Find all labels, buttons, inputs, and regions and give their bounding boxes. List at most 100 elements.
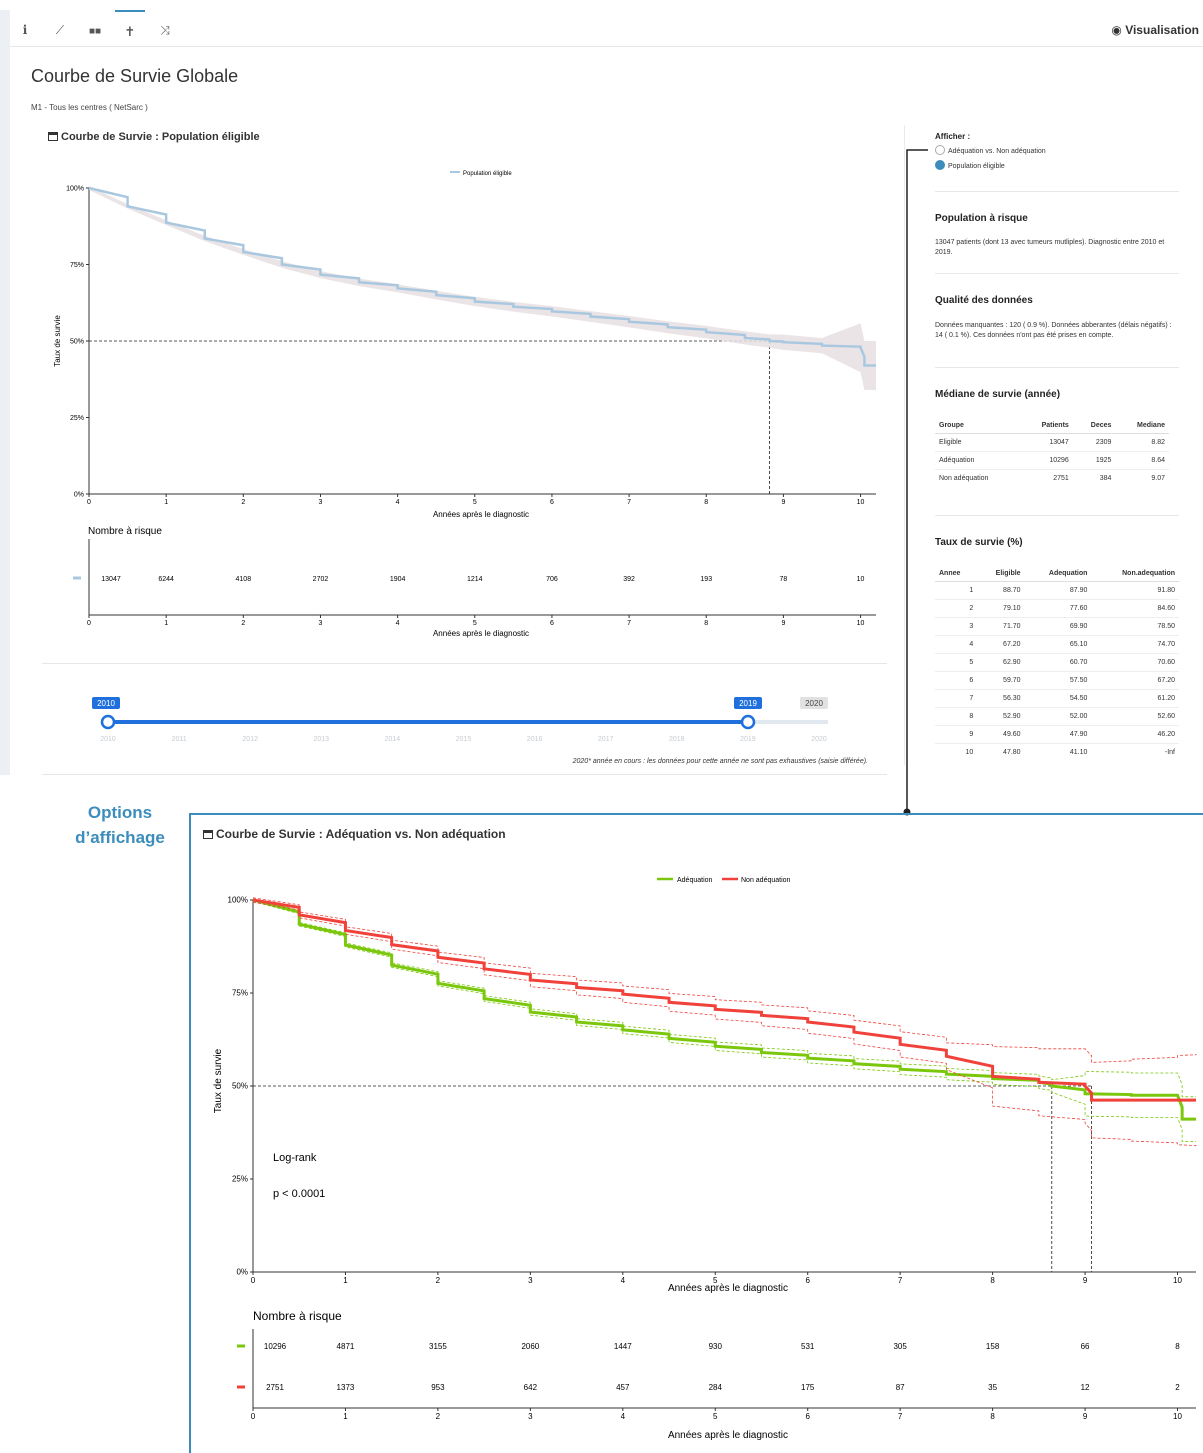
risk-x-tick-label: 9 bbox=[781, 620, 785, 627]
risk-x-tick-label: 10 bbox=[1173, 1412, 1182, 1421]
x-tick-label: 8 bbox=[704, 499, 708, 506]
risk-count: 953 bbox=[431, 1383, 445, 1392]
survival-curve-adequation bbox=[252, 898, 1196, 1121]
slider-extra-badge bbox=[800, 697, 828, 709]
table-cell: -Inf bbox=[1091, 743, 1179, 761]
risk-x-tick-label: 2 bbox=[241, 620, 245, 627]
confidence-line bbox=[252, 901, 1197, 1147]
risk-x-tick-label: 6 bbox=[550, 620, 554, 627]
plot2-xlabel: Années après le diagnostic bbox=[668, 1283, 788, 1294]
x-tick-label: 5 bbox=[473, 499, 477, 506]
table-cell: 54.50 bbox=[1024, 689, 1092, 708]
risk-count: 158 bbox=[986, 1342, 1000, 1351]
divider bbox=[935, 191, 1179, 192]
radio-eligible[interactable] bbox=[935, 160, 945, 170]
x-tick-label: 2 bbox=[241, 499, 245, 506]
table-cell: 67.20 bbox=[1091, 671, 1179, 690]
table-row: 1 88.70 87.90 91.80 bbox=[935, 581, 1179, 600]
eligible-survival-chart: Population éligible 0 1 2 3 4 5 6 7 8 9 100%25%50%… bbox=[53, 171, 876, 638]
slider-min-handle[interactable] bbox=[100, 714, 116, 730]
x-tick-label: 7 bbox=[898, 1276, 903, 1285]
slider-year-label: 2011 bbox=[172, 736, 187, 743]
risk-count: 13047 bbox=[101, 576, 121, 583]
risk-count: 1904 bbox=[390, 576, 406, 583]
slider-extra-label: 2020 bbox=[805, 699, 823, 708]
plot2-axes: 0 1 2 3 4 5 6 7 8 9 100%25%50%75%100% bbox=[228, 896, 1196, 1285]
y-tick-label: 75% bbox=[70, 262, 84, 269]
x-tick-label: 6 bbox=[550, 499, 554, 506]
plot2-risk-title: Nombre à risque bbox=[253, 1309, 342, 1323]
plot1-axes: 0 1 2 3 4 5 6 7 8 9 100%25%50%75%100% bbox=[66, 185, 876, 506]
risk-count: 4871 bbox=[337, 1342, 355, 1351]
risk-count: 2751 bbox=[266, 1383, 284, 1392]
table-cell: 56.30 bbox=[977, 689, 1025, 708]
table-row: 3 71.70 69.90 78.50 bbox=[935, 617, 1179, 636]
risk-x-tick-label: 2 bbox=[436, 1412, 441, 1421]
comparison-survival-chart: Adéquation Non adéquation 0 1 2 3 4 5 6 7 8 9 100%… bbox=[213, 877, 1197, 1441]
slider-max-label: 2019 bbox=[739, 699, 757, 708]
visualisation-menu[interactable]: ◉ Visualisation bbox=[1111, 10, 1199, 50]
year-range-slider[interactable]: 2010 2011 2012 2013 2014 2015 2016 2017 2018 2019… bbox=[42, 670, 887, 774]
risk-x-tick-label: 3 bbox=[319, 620, 323, 627]
slider-year-label: 2010 bbox=[100, 736, 116, 743]
slider-max-handle[interactable] bbox=[740, 714, 756, 730]
table-cell: 47.90 bbox=[1024, 725, 1092, 744]
table-row: 5 62.90 60.70 70.60 bbox=[935, 653, 1179, 672]
y-tick-label: 25% bbox=[70, 415, 84, 422]
plot2-marks bbox=[252, 897, 1197, 1272]
year-range-box: 2010 2011 2012 2013 2014 2015 2016 2017 2018 2019… bbox=[42, 670, 887, 775]
plot2-risk-xlabel: Années après le diagnostic bbox=[668, 1430, 788, 1441]
risk-count: 175 bbox=[801, 1383, 815, 1392]
risk-count: 12 bbox=[1081, 1383, 1090, 1392]
tab-info[interactable]: i bbox=[10, 10, 40, 46]
x-tick-label: 8 bbox=[990, 1276, 995, 1285]
x-tick-label: 5 bbox=[713, 1276, 718, 1285]
risk-count: 35 bbox=[988, 1383, 997, 1392]
tab-survival[interactable]: ✝ bbox=[115, 10, 145, 46]
risk-x-tick-label: 0 bbox=[251, 1412, 256, 1421]
table-cell: 9 bbox=[935, 725, 978, 744]
risk-x-tick-label: 0 bbox=[87, 620, 91, 627]
tab-population[interactable]: ■■ bbox=[80, 10, 110, 46]
risk-count: 706 bbox=[546, 576, 558, 583]
table-cell: 8 bbox=[935, 707, 978, 726]
calendar-icon bbox=[203, 830, 213, 839]
table-cell: 78.50 bbox=[1091, 617, 1179, 636]
table-cell: 62.90 bbox=[977, 653, 1025, 672]
shuffle-icon: ⤨ bbox=[160, 23, 170, 37]
plot1-risk-xlabel: Années après le diagnostic bbox=[433, 629, 529, 638]
table-cell: 88.70 bbox=[977, 581, 1025, 600]
plot1-xlabel: Années après le diagnostic bbox=[433, 510, 529, 519]
slider-year-label: 2012 bbox=[242, 736, 258, 743]
tab-shuffle[interactable]: ⤨ bbox=[150, 10, 180, 46]
table-cell: 9.07 bbox=[1115, 469, 1169, 487]
tab-chart[interactable]: ⟋ bbox=[45, 10, 75, 46]
top-nav-bar: i ⟋ ■■ ✝ ⤨ ◉ Visualisation bbox=[10, 10, 1203, 47]
legend-text-eligible: Population éligible bbox=[463, 171, 512, 177]
risk-count: 87 bbox=[896, 1383, 905, 1392]
risk-x-tick-label: 8 bbox=[704, 620, 708, 627]
table-row: Eligible 13047 2309 8.82 bbox=[935, 433, 1169, 452]
table-cell: 7 bbox=[935, 689, 978, 708]
plot2-ylabel: Taux de survie bbox=[213, 1048, 224, 1113]
risk-x-tick-label: 6 bbox=[805, 1412, 810, 1421]
calendar-icon bbox=[48, 132, 58, 141]
option-adequation[interactable]: Adéquation vs. Non adéquation bbox=[935, 145, 1046, 155]
risk-count: 1447 bbox=[614, 1342, 632, 1351]
table-row: 6 59.70 57.50 67.20 bbox=[935, 671, 1179, 690]
table-cell: 2 bbox=[935, 599, 978, 618]
line-chart-icon: ⟋ bbox=[55, 23, 65, 37]
x-tick-label: 2 bbox=[436, 1276, 441, 1285]
table-cell: 57.50 bbox=[1024, 671, 1092, 690]
table-cell: 79.10 bbox=[977, 599, 1025, 618]
table-cell: 67.20 bbox=[977, 635, 1025, 654]
y-tick-label: 25% bbox=[232, 1175, 248, 1184]
radio-adequation[interactable] bbox=[935, 145, 945, 155]
x-tick-label: 3 bbox=[528, 1276, 533, 1285]
annotation-line2: d’affichage bbox=[75, 828, 165, 847]
option-eligible[interactable]: Population éligible bbox=[935, 160, 1005, 170]
table-cell: 41.10 bbox=[1024, 743, 1092, 761]
legend-eligible: Population éligible bbox=[450, 171, 512, 177]
annotation-line1: Options bbox=[87, 803, 153, 822]
